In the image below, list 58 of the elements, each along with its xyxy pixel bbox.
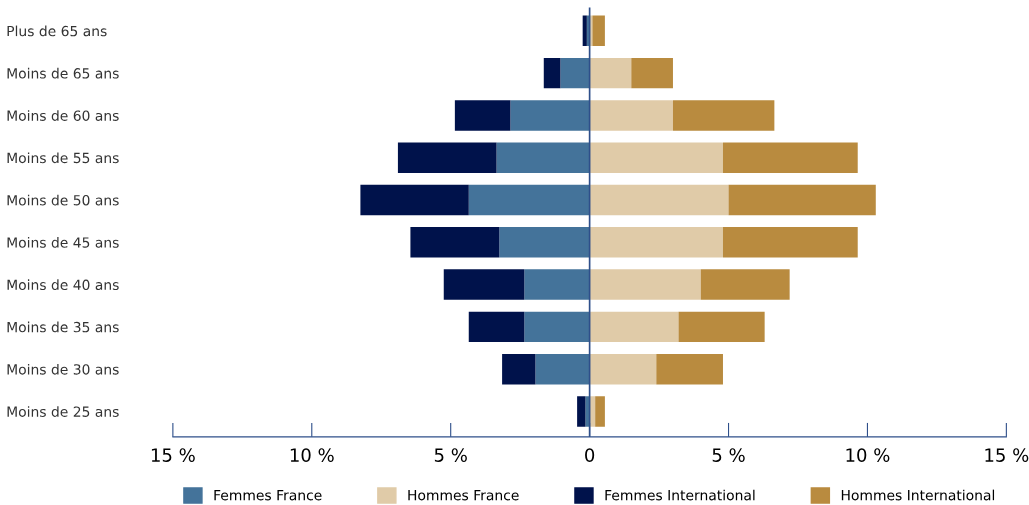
y-tick-label: Moins de 45 ans — [7, 237, 119, 248]
bar — [678, 311, 765, 343]
y-tick-label: Moins de 30 ans — [7, 363, 119, 375]
y-tick-label: Moins de 60 ans — [7, 110, 119, 121]
bar — [410, 227, 500, 258]
bar — [589, 57, 632, 89]
bar — [728, 184, 876, 216]
bar — [589, 142, 723, 173]
y-tick-label: Plus de 65 ans — [7, 25, 107, 37]
bar — [582, 15, 587, 47]
bar — [589, 396, 596, 427]
bar — [360, 184, 469, 216]
bar — [589, 269, 701, 300]
bar — [722, 227, 858, 258]
bar — [524, 269, 590, 300]
bar — [397, 142, 497, 173]
bar — [502, 353, 536, 385]
y-tick-label: Moins de 65 ans — [7, 67, 119, 79]
x-tick-label: 10 % — [846, 448, 890, 462]
bar — [524, 311, 590, 343]
bar — [589, 353, 657, 385]
x-tick-label: 5 % — [434, 448, 467, 462]
x-tick-label: 5 % — [712, 448, 745, 462]
bar — [656, 353, 723, 385]
legend-label: Hommes France — [408, 490, 519, 501]
bar — [577, 396, 586, 427]
bar — [700, 269, 790, 300]
y-tick-label: Moins de 25 ans — [7, 406, 119, 417]
bar — [443, 269, 525, 300]
bar — [672, 100, 775, 131]
legend-label: Hommes International — [841, 489, 995, 501]
legend-label: Femmes France — [214, 490, 322, 501]
x-tick-label: 15 % — [151, 448, 195, 462]
y-tick-label: Moins de 55 ans — [7, 152, 119, 164]
bar — [468, 184, 590, 216]
x-tick-label: 10 % — [290, 448, 334, 462]
bar — [454, 100, 511, 131]
bar — [499, 227, 590, 258]
y-tick-label: Moins de 50 ans — [7, 194, 119, 206]
bar — [722, 142, 858, 173]
bar — [589, 311, 679, 343]
y-tick-label: Moins de 40 ans — [7, 279, 119, 291]
bar — [543, 57, 561, 89]
bar — [510, 100, 590, 131]
bar — [592, 15, 605, 47]
bar — [560, 57, 590, 89]
bar — [631, 57, 673, 89]
x-tick-label: 0 — [585, 448, 595, 462]
bar — [496, 142, 590, 173]
x-tick-label: 15 % — [985, 448, 1029, 462]
bar — [468, 311, 525, 343]
bar — [595, 396, 605, 427]
bar — [535, 353, 590, 385]
bar — [589, 184, 729, 216]
bar — [589, 100, 673, 131]
legend-label: Femmes International — [605, 489, 755, 501]
bar — [589, 227, 723, 258]
y-tick-label: Moins de 35 ans — [7, 321, 119, 333]
